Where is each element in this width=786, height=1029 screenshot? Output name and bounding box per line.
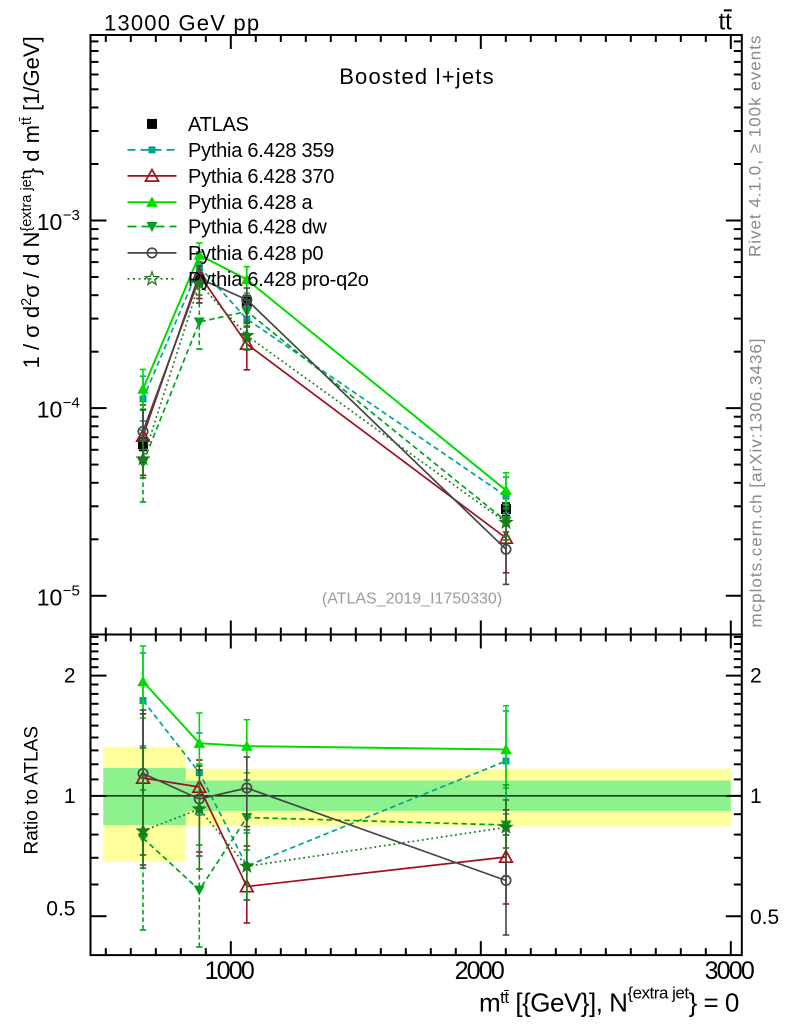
svg-text:2: 2 (64, 665, 76, 688)
svg-text:Pythia 6.428 359: Pythia 6.428 359 (188, 140, 334, 162)
svg-text:10: 10 (37, 397, 63, 423)
svg-text:Pythia 6.428 p0: Pythia 6.428 p0 (188, 243, 323, 265)
svg-text:1000: 1000 (205, 957, 254, 985)
svg-text:Pythia 6.428 pro-q2o: Pythia 6.428 pro-q2o (188, 269, 369, 291)
svg-text:−3: −3 (63, 207, 80, 224)
svg-text:tt: tt (719, 9, 733, 36)
svg-text:0.5: 0.5 (750, 906, 779, 929)
svg-text:2000: 2000 (455, 957, 504, 985)
svg-text:mcplots.cern.ch [arXiv:1306.34: mcplots.cern.ch [arXiv:1306.3436] (747, 337, 766, 627)
svg-text:1: 1 (750, 785, 762, 808)
svg-text:Rivet 4.1.0, ≥ 100k events: Rivet 4.1.0, ≥ 100k events (746, 35, 765, 257)
svg-text:13000 GeV pp: 13000 GeV pp (104, 10, 260, 35)
svg-text:Pythia 6.428 a: Pythia 6.428 a (188, 192, 313, 214)
svg-text:10: 10 (37, 584, 63, 610)
svg-text:Ratio to ATLAS: Ratio to ATLAS (22, 726, 43, 855)
svg-text:mtt̄ [{GeV}], N{extra jet} = 0: mtt̄ [{GeV}], N{extra jet} = 0 (479, 984, 739, 1018)
svg-text:10: 10 (37, 209, 63, 235)
svg-text:Pythia 6.428 370: Pythia 6.428 370 (188, 166, 334, 188)
svg-text:1: 1 (64, 785, 76, 808)
svg-text:Boosted l+jets: Boosted l+jets (339, 64, 495, 89)
svg-text:2: 2 (750, 665, 762, 688)
svg-text:3000: 3000 (705, 957, 754, 985)
svg-text:(ATLAS_2019_I1750330): (ATLAS_2019_I1750330) (322, 591, 502, 608)
svg-text:−5: −5 (63, 582, 80, 599)
svg-text:Pythia 6.428 dw: Pythia 6.428 dw (188, 217, 327, 239)
svg-text:ATLAS: ATLAS (188, 114, 249, 136)
svg-text:−4: −4 (63, 395, 80, 412)
svg-text:0.5: 0.5 (46, 898, 75, 921)
